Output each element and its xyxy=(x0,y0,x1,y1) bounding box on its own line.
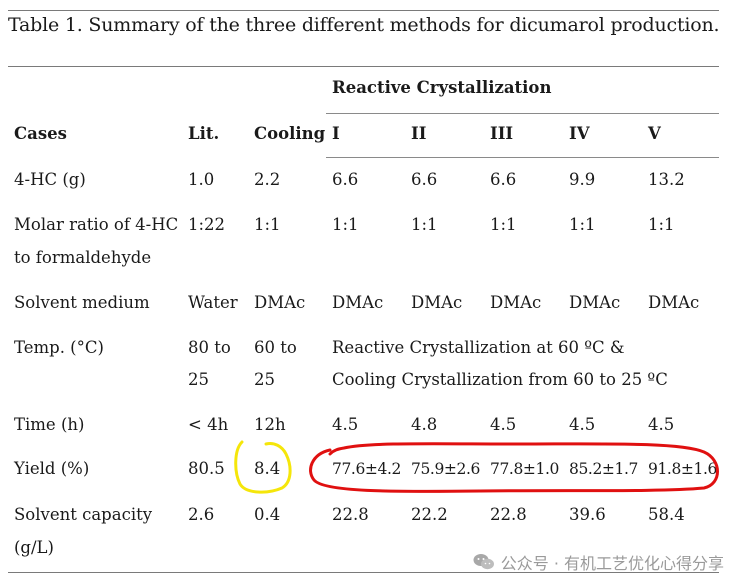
top-rule xyxy=(8,10,719,11)
watermark-text: 公众号 · 有机工艺优化心得分享 xyxy=(500,554,724,573)
header-iii: III xyxy=(490,124,514,143)
caption-rule xyxy=(8,66,719,67)
cell-cooling: 0.4 xyxy=(254,505,281,524)
table-caption: Table 1. Summary of the three different … xyxy=(8,14,720,36)
cell-i: 4.5 xyxy=(332,415,359,434)
cell-merged-temp-line2: Cooling Crystallization from 60 to 25 ºC xyxy=(332,370,668,389)
header-iv: IV xyxy=(569,124,590,143)
cell-i: 1:1 xyxy=(332,215,359,234)
cell-v: DMAc xyxy=(648,293,700,312)
row-label: Solvent capacity xyxy=(14,505,153,524)
cell-iii: 6.6 xyxy=(490,170,517,189)
row-label: Time (h) xyxy=(14,415,85,434)
cell-lit: < 4h xyxy=(188,415,229,434)
cell-i: 77.6±4.2 xyxy=(332,460,401,478)
cell-cooling: 2.2 xyxy=(254,170,281,189)
cell-iii: 22.8 xyxy=(490,505,527,524)
cell-iv: DMAc xyxy=(569,293,621,312)
cell-cooling: 60 to xyxy=(254,338,297,357)
cell-cooling: 12h xyxy=(254,415,286,434)
cell-iv: 1:1 xyxy=(569,215,596,234)
header-ii: II xyxy=(411,124,427,143)
cell-merged-temp: Reactive Crystallization at 60 ºC & xyxy=(332,338,625,357)
row-label: Temp. (°C) xyxy=(14,338,104,357)
cell-i: DMAc xyxy=(332,293,384,312)
cell-lit-line2: 25 xyxy=(188,370,209,389)
group-header-rule xyxy=(326,113,719,114)
cell-v: 91.8±1.6 xyxy=(648,460,717,478)
cell-lit: 2.6 xyxy=(188,505,215,524)
cell-lit: 80 to xyxy=(188,338,231,357)
cell-cooling: 1:1 xyxy=(254,215,281,234)
cell-iii: DMAc xyxy=(490,293,542,312)
cell-cooling: 8.4 xyxy=(254,459,281,478)
cell-iv: 39.6 xyxy=(569,505,606,524)
cell-v: 1:1 xyxy=(648,215,675,234)
cell-iii: 77.8±1.0 xyxy=(490,460,559,478)
cell-i: 22.8 xyxy=(332,505,369,524)
cell-ii: DMAc xyxy=(411,293,463,312)
watermark: 公众号 · 有机工艺优化心得分享 xyxy=(473,550,724,574)
cell-v: 13.2 xyxy=(648,170,685,189)
cell-iii: 4.5 xyxy=(490,415,517,434)
cell-lit: 80.5 xyxy=(188,459,225,478)
cell-iii: 1:1 xyxy=(490,215,517,234)
row-label: 4-HC (g) xyxy=(14,170,86,189)
cell-ii: 1:1 xyxy=(411,215,438,234)
cell-iv: 85.2±1.7 xyxy=(569,460,638,478)
header-cooling: Cooling xyxy=(254,124,326,143)
row-label: Yield (%) xyxy=(14,459,90,478)
cell-lit: 1:22 xyxy=(188,215,226,234)
cell-lit: 1.0 xyxy=(188,170,215,189)
row-label: Solvent medium xyxy=(14,293,150,312)
header-lit: Lit. xyxy=(188,124,220,143)
cell-ii: 6.6 xyxy=(411,170,438,189)
cell-i: 6.6 xyxy=(332,170,359,189)
cell-ii: 4.8 xyxy=(411,415,438,434)
wechat-icon xyxy=(473,554,494,570)
cell-lit: Water xyxy=(188,293,238,312)
header-i: I xyxy=(332,124,340,143)
cell-iv: 9.9 xyxy=(569,170,596,189)
row-label-line2: to formaldehyde xyxy=(14,248,152,267)
cell-cooling: DMAc xyxy=(254,293,306,312)
cell-v: 4.5 xyxy=(648,415,675,434)
bottom-rule xyxy=(8,572,719,573)
group-header-reactive-crystallization: Reactive Crystallization xyxy=(332,78,552,97)
cell-ii: 22.2 xyxy=(411,505,448,524)
cell-v: 58.4 xyxy=(648,505,685,524)
row-label: Molar ratio of 4-HC xyxy=(14,215,179,234)
header-cases: Cases xyxy=(14,124,67,143)
cell-ii: 75.9±2.6 xyxy=(411,460,480,478)
header-rule xyxy=(326,157,719,158)
cell-cooling-line2: 25 xyxy=(254,370,275,389)
header-v: V xyxy=(648,124,661,143)
cell-iv: 4.5 xyxy=(569,415,596,434)
row-label-line2: (g/L) xyxy=(14,538,54,557)
